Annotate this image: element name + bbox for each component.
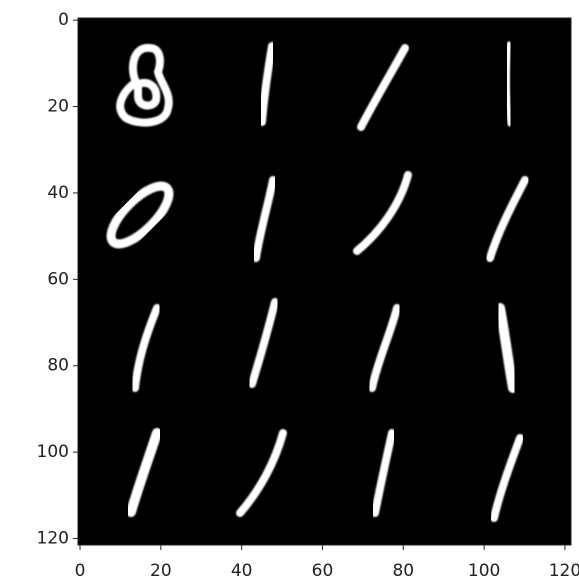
y-tick-label: 60: [47, 269, 69, 289]
y-tick-label: 100: [37, 442, 69, 462]
digit: [508, 44, 510, 124]
x-tick-label: 100: [468, 561, 500, 581]
chart: 0 20 40 60 80 100 120 0 20 40 60 80 100 120: [0, 0, 579, 583]
x-tick-label: 80: [392, 561, 414, 581]
y-tick-label: 40: [47, 183, 69, 203]
x-tick-label: 120: [549, 561, 579, 581]
x-tick-label: 40: [231, 561, 253, 581]
image-area: [78, 18, 571, 545]
y-tick-label: 80: [47, 356, 69, 376]
x-tick-label: 0: [75, 561, 86, 581]
y-tick-label: 0: [58, 10, 69, 30]
x-tick-label: 20: [150, 561, 172, 581]
y-tick-label: 120: [37, 529, 69, 549]
y-tick-label: 20: [47, 97, 69, 117]
x-tick-label: 60: [312, 561, 334, 581]
